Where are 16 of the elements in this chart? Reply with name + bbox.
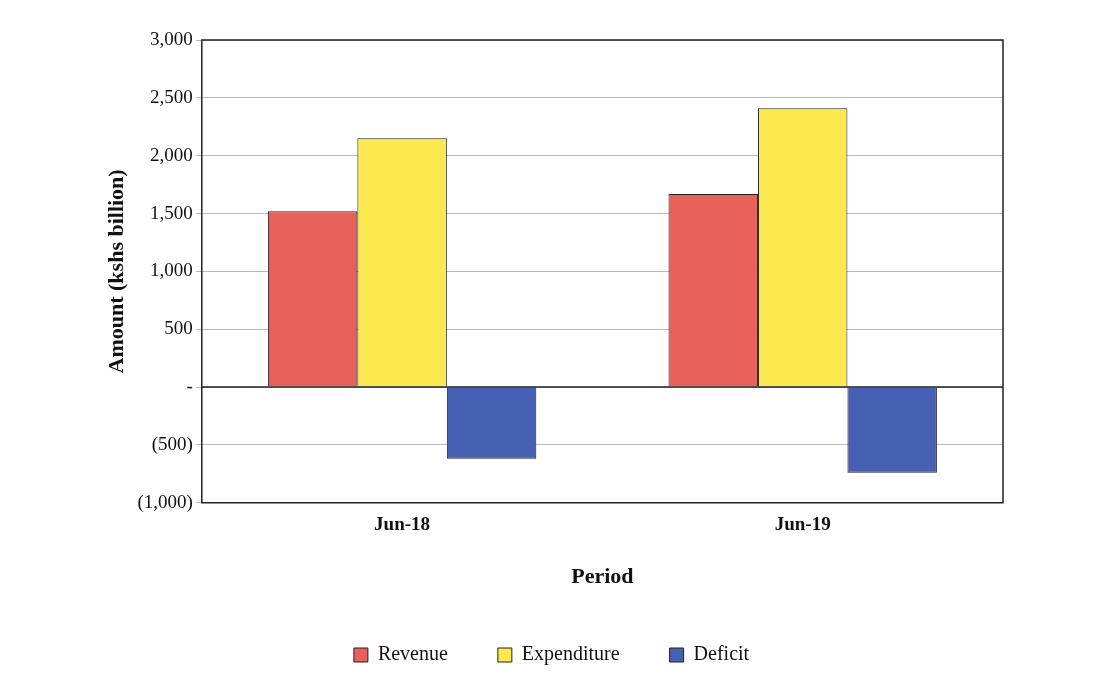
x-tick-label: Jun-19 [774, 513, 831, 535]
y-tick-label: 2,000 [150, 143, 193, 165]
legend-label: Deficit [693, 642, 750, 665]
x-axis-title: Period [571, 563, 634, 589]
y-axis-title: Amount (kshs billion) [102, 169, 128, 374]
y-tick-label: 2,500 [150, 85, 193, 107]
y-tick-label: 3,000 [150, 27, 193, 49]
legend-label: Revenue [377, 642, 448, 665]
y-tick-label: 500 [164, 317, 193, 339]
y-tick-label: 1,500 [150, 201, 193, 223]
legend-label: Expenditure [521, 642, 620, 666]
y-tick-label: (500) [151, 432, 193, 455]
x-tick-label: Jun-18 [374, 513, 431, 535]
y-tick-label: 1,000 [150, 259, 193, 281]
y-tick-label: (1,000) [137, 490, 193, 513]
y-tick-label: - [186, 375, 193, 397]
